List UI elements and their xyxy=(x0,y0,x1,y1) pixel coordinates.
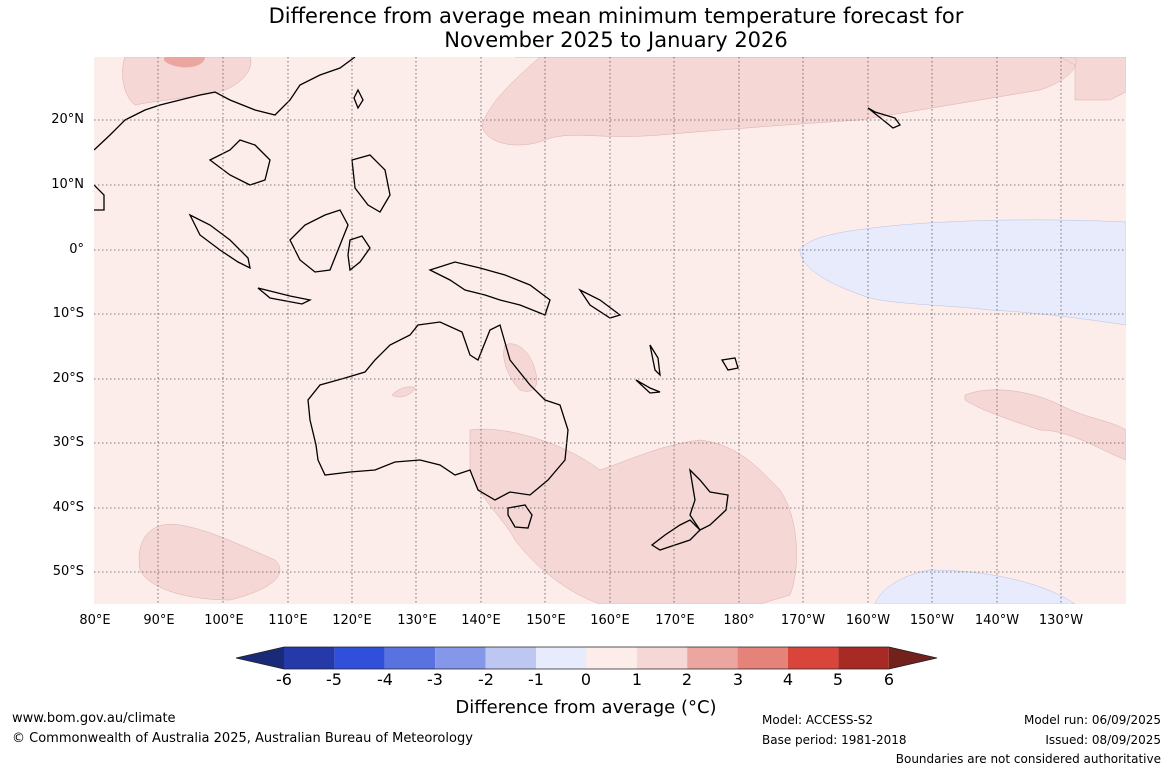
lon-label-170w: 170°W xyxy=(780,613,826,628)
coastlines xyxy=(94,57,901,551)
lon-label-100e: 100°E xyxy=(204,613,244,628)
new-zealand-south-island xyxy=(650,519,701,551)
lon-label-150e: 150°E xyxy=(526,613,566,628)
borneo-coastline xyxy=(289,209,349,273)
philippines-coastline xyxy=(351,154,391,213)
colorbar-above-max-arrow xyxy=(888,647,937,669)
australia-coastline xyxy=(307,321,569,501)
footer-boundaries-note: Boundaries are not considered authoritat… xyxy=(895,752,1161,766)
lat-label-20s: 20°S xyxy=(52,371,84,386)
anomaly-minus1-to-0-regions xyxy=(799,219,1126,604)
footer-website: www.bom.gov.au/climate xyxy=(12,711,176,726)
colorbar-swatch-minus4-minus3 xyxy=(384,647,436,669)
anomaly-region-southern-ocean xyxy=(874,569,1076,604)
sumatra-coastline xyxy=(188,213,251,270)
lat-label-40s: 40°S xyxy=(52,500,84,515)
lat-label-10s: 10°S xyxy=(52,306,84,321)
new-zealand-north-island xyxy=(689,468,729,531)
hawaii-coastline xyxy=(867,107,901,129)
colorbar-outline xyxy=(235,646,938,670)
colorbar xyxy=(235,646,938,670)
colorbar-tick-minus1: -1 xyxy=(528,670,544,689)
footer-issued: Issued: 08/09/2025 xyxy=(1045,733,1161,747)
colorbar-tick-2: 2 xyxy=(681,670,693,689)
colorbar-tick-4: 4 xyxy=(782,670,794,689)
asia-mainland-coastline xyxy=(94,57,356,211)
colorbar-swatch-minus5-minus4 xyxy=(334,647,385,669)
lon-label-120e: 120°E xyxy=(332,613,372,628)
lat-label-30s: 30°S xyxy=(52,435,84,450)
tasmania-coastline xyxy=(507,504,533,529)
colorbar-swatch-minus6-minus5 xyxy=(284,647,335,669)
solomon-islands-coastline xyxy=(578,288,622,319)
lat-label-10n: 10°N xyxy=(51,177,84,192)
title-line-2: November 2025 to January 2026 xyxy=(444,28,788,52)
java-coastline xyxy=(257,287,312,305)
lon-label-140e: 140°E xyxy=(461,613,501,628)
footer-copyright: © Commonwealth of Australia 2025, Austra… xyxy=(12,731,473,746)
colorbar-title: Difference from average (°C) xyxy=(455,697,717,718)
map-title: Difference from average mean minimum tem… xyxy=(0,4,1173,52)
anomaly-region-south-pacific xyxy=(964,389,1126,461)
taiwan-coastline xyxy=(353,88,364,110)
new-caledonia-coastline xyxy=(635,379,661,394)
colorbar-swatch-minus2-minus1 xyxy=(485,647,536,669)
anomaly-region-south-indian-ocean xyxy=(138,523,281,601)
footer-model: Model: ACCESS-S2 xyxy=(762,713,874,727)
new-guinea-coastline xyxy=(428,261,551,316)
footer-base-period: Base period: 1981-2018 xyxy=(762,733,907,747)
vanuatu-coastline xyxy=(649,344,661,377)
lat-label-50s: 50°S xyxy=(52,564,84,579)
colorbar-tick-minus5: -5 xyxy=(326,670,342,689)
colorbar-tick-6: 6 xyxy=(883,670,895,689)
colorbar-swatch-0-1 xyxy=(586,647,637,669)
colorbar-swatch-4-5 xyxy=(788,647,839,669)
lon-label-150w: 150°W xyxy=(909,613,955,628)
fiji-coastline xyxy=(720,357,739,371)
lon-label-160e: 160°E xyxy=(590,613,630,628)
lat-label-20n: 20°N xyxy=(51,112,84,127)
colorbar-swatch-2-3 xyxy=(687,647,738,669)
colorbar-swatch-3-4 xyxy=(737,647,788,669)
anomaly-region-coral-sea xyxy=(503,343,538,392)
anomaly-region-equatorial-pacific xyxy=(799,219,1126,326)
anomaly-region-tasman xyxy=(469,428,797,604)
lon-label-130e: 130°E xyxy=(397,613,437,628)
colorbar-tick-1: 1 xyxy=(631,670,643,689)
anomaly-region-asia xyxy=(122,57,252,106)
lon-label-170e: 170°E xyxy=(655,613,695,628)
lon-label-110e: 110°E xyxy=(268,613,308,628)
anomaly-2-to-3-region xyxy=(163,57,205,68)
lat-label-equator: 0° xyxy=(69,242,84,257)
colorbar-tick-3: 3 xyxy=(732,670,744,689)
anomaly-region-north-pacific xyxy=(481,57,1126,146)
colorbar-swatch-1-2 xyxy=(636,647,688,669)
colorbar-tick-minus3: -3 xyxy=(427,670,443,689)
map-area xyxy=(94,57,1126,604)
colorbar-swatch-minus3-minus2 xyxy=(435,647,486,669)
title-line-1: Difference from average mean minimum tem… xyxy=(268,4,964,28)
lon-label-80e: 80°E xyxy=(79,613,111,628)
colorbar-tick-5: 5 xyxy=(832,670,844,689)
colorbar-tick-minus2: -2 xyxy=(478,670,494,689)
colorbar-swatch-minus1-0 xyxy=(536,647,587,669)
anomaly-region-western-australia xyxy=(391,386,416,398)
lon-label-140w: 140°W xyxy=(974,613,1020,628)
colorbar-tick-0: 0 xyxy=(580,670,592,689)
anomaly-1-to-2-regions xyxy=(122,57,1126,604)
footer-model-run: Model run: 06/09/2025 xyxy=(1023,713,1161,727)
colorbar-swatch-5-6 xyxy=(838,647,889,669)
lon-label-160w: 160°W xyxy=(845,613,891,628)
lon-label-180: 180° xyxy=(723,613,755,628)
colorbar-below-min-arrow xyxy=(236,647,284,669)
lon-label-90e: 90°E xyxy=(143,613,175,628)
colorbar-tick-minus4: -4 xyxy=(377,670,393,689)
graticule xyxy=(94,57,1126,604)
lon-label-130w: 130°W xyxy=(1038,613,1084,628)
colorbar-tick-minus6: -6 xyxy=(276,670,292,689)
sulawesi-coastline xyxy=(347,235,371,272)
